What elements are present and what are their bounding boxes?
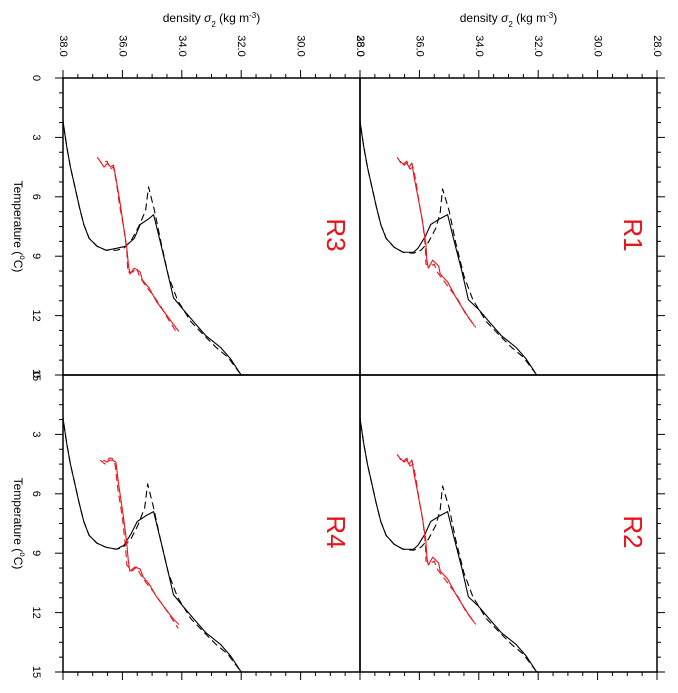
series-red-dashed-r4: [99, 457, 179, 629]
panel-curves-r1: [360, 116, 538, 375]
y-axis-title-part: o: [18, 255, 27, 260]
y-tick-label: 15: [30, 666, 42, 678]
y-axis-title: Temperature (oC): [11, 478, 27, 570]
series-red-dashed-r3: [96, 156, 178, 334]
series-red-solid-r4: [102, 459, 180, 625]
panel-frame-r3: [62, 77, 361, 376]
x-tick-label: 36.0: [116, 35, 128, 56]
panel-label-r2: R2: [618, 515, 648, 548]
y-axis-title-part: Temperature (: [11, 478, 25, 553]
x-tick-label: 32.0: [532, 35, 544, 56]
x-axis-title-part: σ: [501, 11, 509, 25]
panel-frame-r4: [62, 374, 361, 673]
panel-curves-r2: [360, 413, 538, 672]
series-red-solid-r1: [399, 160, 475, 326]
series-black-solid-r4: [63, 413, 242, 672]
x-axis-title-part: ): [256, 11, 260, 25]
series-red-dashed-r1: [396, 156, 477, 328]
x-tick-label: 32.0: [235, 35, 247, 56]
x-axis-title-part: density: [163, 11, 204, 25]
series-red-solid-r2: [399, 457, 475, 623]
x-axis-title-part: density: [460, 11, 501, 25]
x-tick-label: 34.0: [473, 35, 485, 56]
panel-label-r4: R4: [321, 515, 351, 548]
y-tick-label: 0: [30, 372, 42, 378]
y-tick-label: 6: [30, 194, 42, 200]
x-tick-label: 34.0: [176, 35, 188, 56]
series-black-solid-r3: [63, 116, 242, 375]
y-tick-label: 12: [30, 606, 42, 618]
y-axis-title-part: C): [11, 260, 25, 273]
x-axis-title-part: (kg m: [513, 11, 546, 25]
x-axis-title-part: -3: [546, 11, 554, 20]
panel-curves-r4: [63, 413, 242, 672]
y-tick-label: 3: [30, 431, 42, 437]
x-axis-title-part: ): [553, 11, 557, 25]
x-tick-label: 38.0: [354, 35, 366, 56]
series-red-solid-r3: [99, 160, 180, 332]
tick-marks: [55, 70, 665, 680]
x-axis-title-part: 2: [211, 20, 216, 29]
x-axis-title-part: 2: [508, 20, 513, 29]
x-tick-label: 36.0: [413, 35, 425, 56]
x-axis-title-part: σ: [204, 11, 212, 25]
series-black-solid-r2: [360, 413, 538, 672]
y-tick-label: 12: [30, 309, 42, 321]
y-axis-title-part: Temperature (: [11, 181, 25, 256]
y-tick-label: 9: [30, 550, 42, 556]
x-axis-title: density σ2 (kg m-3): [460, 11, 558, 29]
y-axis-title: Temperature (oC): [11, 181, 27, 273]
panel-frame-r2: [359, 374, 658, 673]
x-axis-title-part: -3: [249, 11, 257, 20]
y-axis-title-part: o: [18, 552, 27, 557]
x-tick-label: 30.0: [592, 35, 604, 56]
x-tick-label: 28.0: [354, 35, 366, 56]
x-axis-title-part: (kg m: [216, 11, 249, 25]
y-tick-label: 15: [30, 369, 42, 381]
panel-frame-r1: [359, 77, 658, 376]
panel-label-r3: R3: [321, 218, 351, 251]
y-tick-label: 6: [30, 491, 42, 497]
y-axis-title-part: C): [11, 557, 25, 570]
panel-curves-r3: [63, 116, 242, 375]
x-axis-title: density σ2 (kg m-3): [163, 11, 261, 29]
y-tick-label: 9: [30, 253, 42, 259]
x-tick-label: 28.0: [651, 35, 663, 56]
series-red-dashed-r2: [396, 453, 477, 625]
panel-label-r1: R1: [618, 218, 648, 251]
x-tick-label: 38.0: [57, 35, 69, 56]
y-tick-label: 0: [30, 75, 42, 81]
series-black-solid-r1: [360, 116, 538, 375]
x-tick-label: 30.0: [295, 35, 307, 56]
y-tick-label: 3: [30, 134, 42, 140]
